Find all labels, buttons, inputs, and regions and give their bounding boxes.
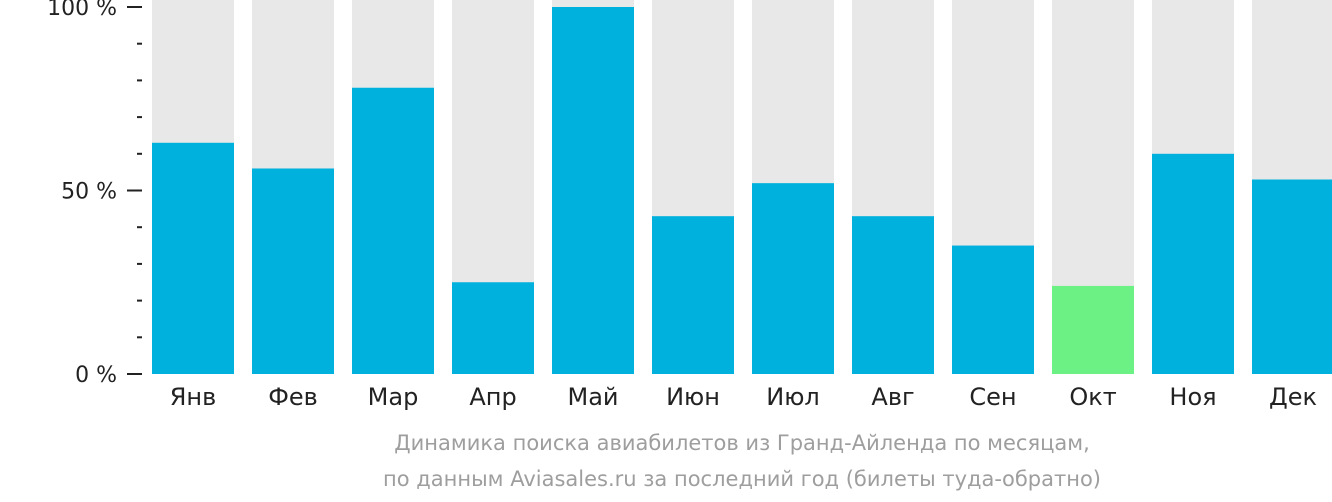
x-tick-label: Апр (469, 383, 516, 411)
bar (952, 245, 1034, 374)
x-tick-label: Авг (871, 383, 914, 411)
bar (1052, 285, 1134, 374)
bar (152, 142, 234, 374)
x-tick-label: Июл (766, 383, 820, 411)
y-tick-label: 50 % (61, 180, 117, 205)
bar (452, 282, 534, 374)
y-tick-label: 0 % (75, 363, 117, 388)
bar (352, 87, 434, 375)
x-tick-label: Мар (368, 383, 419, 411)
chart-caption-line-1: Динамика поиска авиабилетов из Гранд-Айл… (394, 431, 1090, 455)
y-tick-label: 100 % (47, 0, 117, 21)
x-axis-labels: Янв Фев Мар Апр Май Июн Июл Авг Сен Окт Ноя Дек (170, 383, 1317, 411)
x-tick-label: Май (567, 383, 618, 411)
bar (552, 7, 634, 374)
x-tick-label: Июн (666, 383, 720, 411)
x-tick-label: Сен (969, 383, 1016, 411)
x-tick-label: Дек (1269, 383, 1317, 411)
x-tick-label: Фев (268, 383, 318, 411)
x-tick-label: Янв (170, 383, 217, 411)
bars (152, 7, 1332, 375)
bar (852, 216, 934, 374)
bar (652, 216, 734, 374)
y-axis: 0 % 50 % 100 % (47, 0, 142, 388)
bar (1152, 153, 1234, 374)
bar (752, 183, 834, 374)
bar (1252, 179, 1332, 374)
chart-caption-line-2: по данным Aviasales.ru за последний год … (383, 467, 1101, 491)
bar (252, 168, 334, 374)
x-tick-label: Окт (1069, 383, 1116, 411)
x-tick-label: Ноя (1169, 383, 1216, 411)
